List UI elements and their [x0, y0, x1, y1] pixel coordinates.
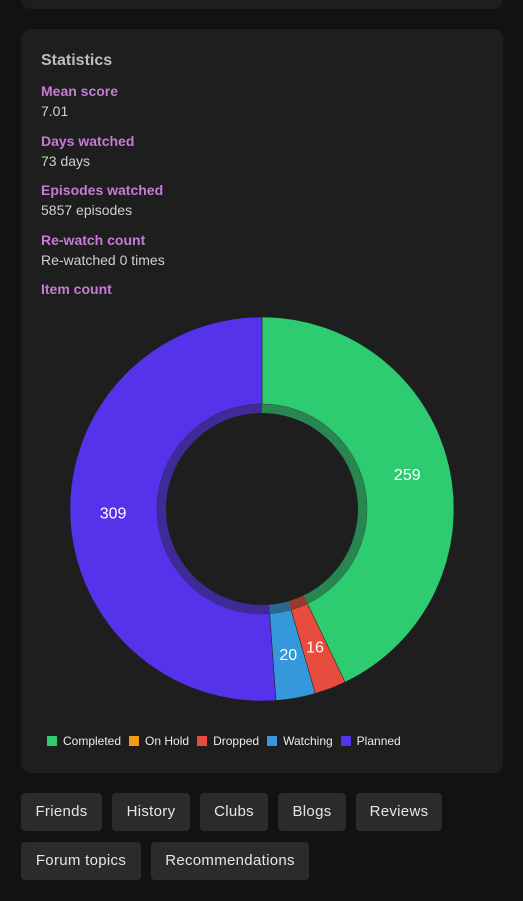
- slice-inner-ring-completed: [262, 404, 367, 604]
- legend-item-planned[interactable]: Planned: [340, 734, 401, 748]
- legend-item-dropped[interactable]: Dropped: [197, 734, 259, 748]
- legend-label: On Hold: [145, 734, 190, 748]
- slice-label-planned: 309: [100, 506, 127, 523]
- stat-item-count: Item count: [41, 281, 112, 297]
- recommendations-button[interactable]: Recommendations: [151, 842, 309, 880]
- legend-item-watching[interactable]: Watching: [267, 734, 333, 748]
- statistics-card: Statistics Mean score 7.01 Days watched …: [21, 29, 503, 773]
- legend-swatch: [129, 736, 140, 746]
- stat-rewatch-count: Re-watch count Re-watched 0 times: [41, 232, 165, 268]
- stat-label: Mean score: [41, 83, 119, 99]
- slice-label-dropped: 16: [306, 639, 324, 656]
- slice-label-completed: 259: [394, 467, 421, 484]
- legend-label: Planned: [356, 734, 401, 748]
- slice-label-watching: 20: [279, 647, 297, 664]
- clubs-button[interactable]: Clubs: [200, 793, 268, 831]
- legend-label: Watching: [283, 734, 333, 748]
- item-count-label: Item count: [41, 281, 112, 297]
- stat-value: 73 days: [41, 153, 91, 169]
- statistics-title: Statistics: [41, 52, 113, 69]
- reviews-button[interactable]: Reviews: [356, 793, 442, 831]
- stat-mean-score: Mean score 7.01: [41, 83, 118, 119]
- legend-item-completed[interactable]: Completed: [47, 734, 121, 748]
- stat-value: 7.01: [41, 103, 69, 119]
- stat-days-watched: Days watched 73 days: [41, 133, 134, 169]
- slice-inner-ring-dropped: [288, 595, 308, 610]
- item-count-donut-chart: 259 16 20 309: [69, 316, 455, 702]
- legend-swatch: [267, 736, 278, 746]
- stat-label: Re-watch count: [41, 232, 146, 248]
- stat-value: Re-watched 0 times: [41, 252, 165, 268]
- legend-swatch: [197, 736, 208, 746]
- legend-swatch: [340, 736, 351, 746]
- stat-label: Days watched: [41, 133, 135, 149]
- stat-value: 5857 episodes: [41, 202, 133, 218]
- stat-label: Episodes watched: [41, 182, 164, 198]
- blogs-button[interactable]: Blogs: [278, 793, 346, 831]
- chart-legend: Completed On Hold Dropped Watching Planned: [47, 734, 409, 748]
- forum-topics-button[interactable]: Forum topics: [21, 842, 141, 880]
- legend-label: Dropped: [213, 734, 260, 748]
- slice-inner-ring-watching: [268, 601, 292, 614]
- legend-item-on-hold[interactable]: On Hold: [129, 734, 189, 748]
- friends-button[interactable]: Friends: [21, 793, 102, 831]
- previous-card: [21, 0, 503, 9]
- stat-episodes-watched: Episodes watched 5857 episodes: [41, 182, 163, 218]
- legend-swatch: [47, 736, 57, 746]
- history-button[interactable]: History: [112, 793, 190, 831]
- legend-label: Completed: [63, 734, 122, 748]
